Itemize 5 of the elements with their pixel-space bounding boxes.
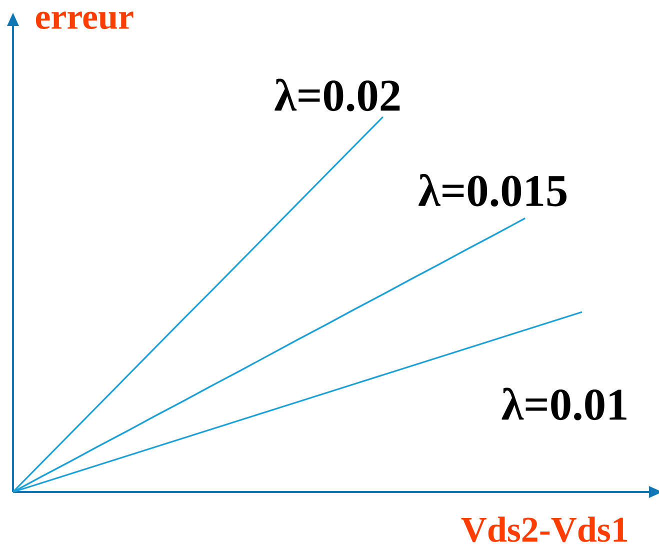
series-label: λ=0.01	[502, 388, 626, 420]
y-axis-title: erreur	[36, 12, 134, 30]
series-label: λ=0.015	[418, 174, 566, 207]
x-axis-title: Vds2-Vds1	[461, 516, 628, 542]
series-label: λ=0.02	[274, 78, 400, 112]
